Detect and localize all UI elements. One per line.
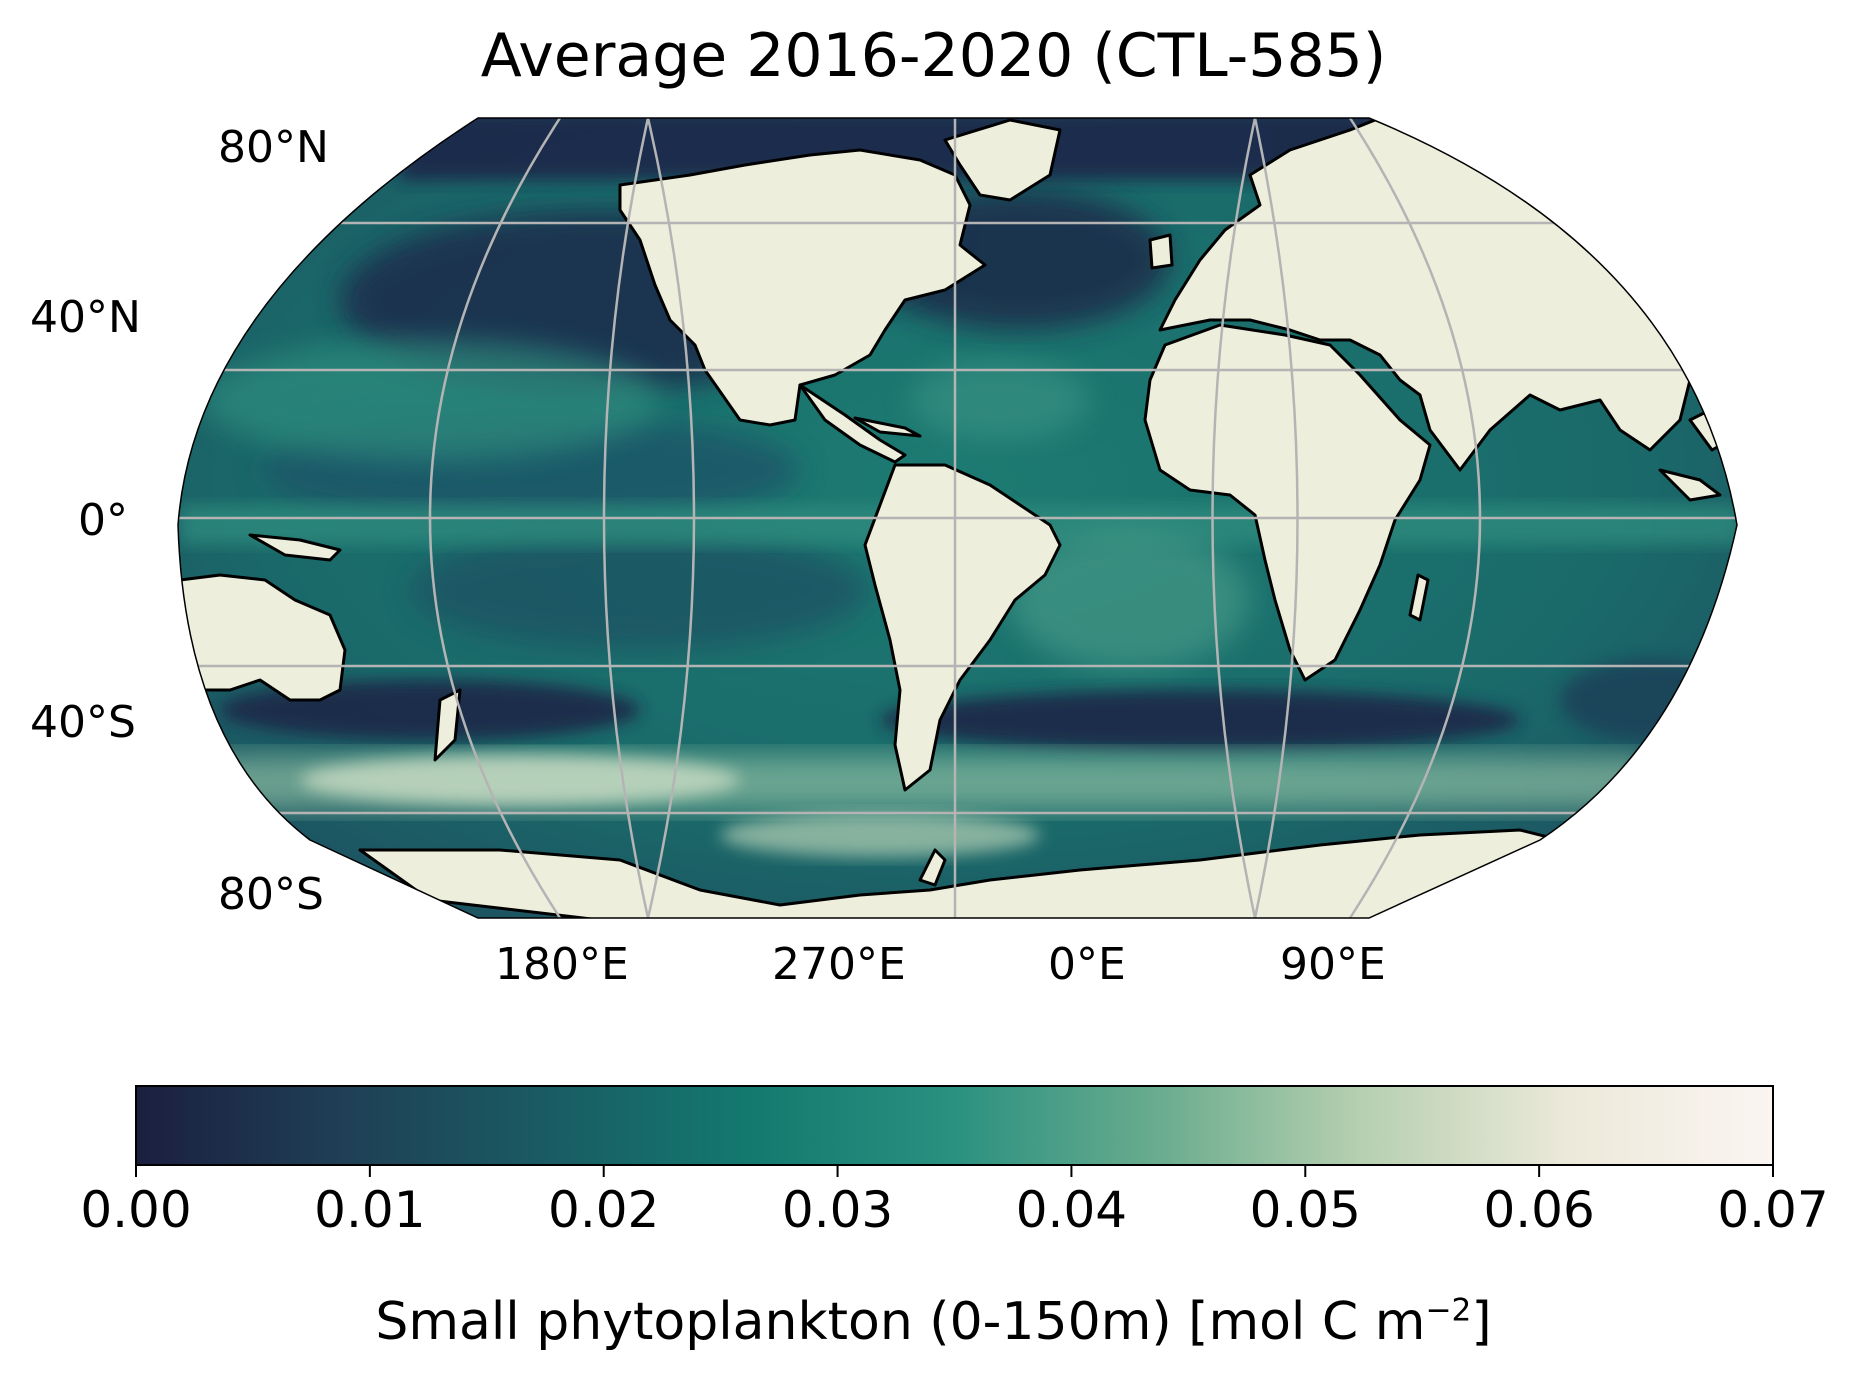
colorbar-label-main: Small phytoplankton (0-150m) [mol C m [375,1292,1426,1352]
graticule [178,118,1737,918]
colorbar-tick-label: 0.07 [1717,1181,1829,1239]
colorbar-tick-label: 0.06 [1483,1181,1595,1239]
lon-label-0e: 0°E [1048,939,1126,990]
colorbar-label-end: ] [1471,1292,1492,1352]
lat-label-40n: 40°N [30,292,141,343]
ocean-field [178,118,1737,918]
map-outline [177,117,1738,919]
colorbar-tick-label: 0.01 [314,1181,426,1239]
map-title: Average 2016-2020 (CTL-585) [480,21,1387,91]
colorbar-tick-label: 0.02 [548,1181,660,1239]
colorbar-tick-label: 0.03 [781,1181,894,1239]
colorbar-tick-label: 0.04 [1015,1181,1128,1239]
lat-label-0: 0° [78,495,128,546]
colorbar-tick-label: 0.05 [1249,1181,1361,1239]
lon-label-180e: 180°E [495,939,629,990]
colorbar-label-exponent: −2 [1425,1292,1472,1329]
lat-label-80s: 80°S [218,869,324,920]
lon-label-270e: 270°E [772,939,906,990]
colorbar-tick-label: 0.00 [80,1181,192,1239]
colorbar-label: Small phytoplankton (0-150m) [mol C m−2] [0,1290,1867,1354]
lat-label-40s: 40°S [30,697,136,748]
lat-label-80n: 80°N [218,122,329,173]
lon-label-90e: 90°E [1280,939,1386,990]
